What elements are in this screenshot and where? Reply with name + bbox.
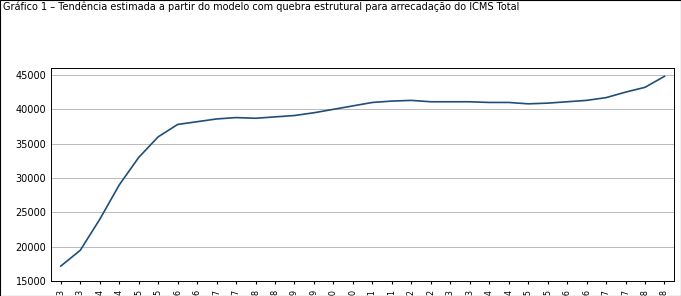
Text: Gráfico 1 – Tendência estimada a partir do modelo com quebra estrutural para arr: Gráfico 1 – Tendência estimada a partir … [3,1,520,12]
